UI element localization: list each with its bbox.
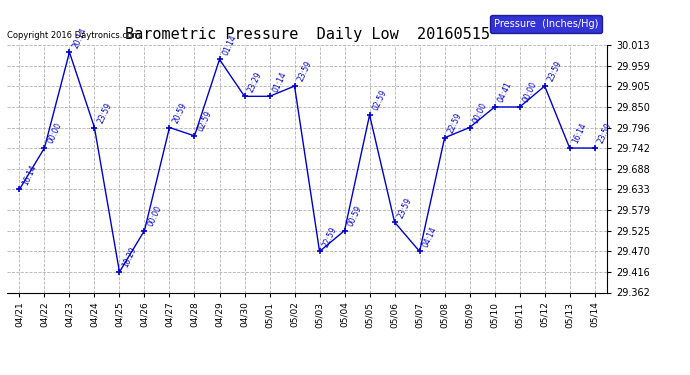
Text: 00:00: 00:00	[471, 101, 489, 125]
Text: 23:59: 23:59	[546, 60, 564, 83]
Pressure  (Inches/Hg)	[340, 228, 348, 233]
Text: 18:29: 18:29	[121, 246, 138, 269]
Pressure  (Inches/Hg)	[591, 146, 599, 150]
Pressure  (Inches/Hg)	[440, 135, 449, 140]
Text: 04:14: 04:14	[421, 225, 438, 249]
Pressure  (Inches/Hg)	[240, 94, 248, 99]
Text: 20:14: 20:14	[71, 26, 88, 50]
Text: 00:59: 00:59	[346, 204, 364, 228]
Text: 20:59: 20:59	[171, 101, 188, 125]
Pressure  (Inches/Hg)	[190, 134, 199, 138]
Text: 01:14: 01:14	[271, 70, 288, 93]
Text: 22:59: 22:59	[321, 225, 338, 249]
Text: 22:59: 22:59	[446, 111, 464, 135]
Text: 02:59: 02:59	[371, 88, 388, 112]
Text: 16:14: 16:14	[571, 122, 589, 145]
Text: 23:29: 23:29	[246, 70, 264, 93]
Pressure  (Inches/Hg)	[15, 187, 23, 192]
Pressure  (Inches/Hg)	[566, 146, 574, 150]
Pressure  (Inches/Hg)	[491, 105, 499, 109]
Pressure  (Inches/Hg)	[315, 249, 324, 254]
Title: Barometric Pressure  Daily Low  20160515: Barometric Pressure Daily Low 20160515	[125, 27, 489, 42]
Line: Pressure  (Inches/Hg): Pressure (Inches/Hg)	[16, 49, 598, 276]
Text: 00:00: 00:00	[46, 122, 63, 145]
Pressure  (Inches/Hg)	[290, 84, 299, 88]
Pressure  (Inches/Hg)	[115, 270, 124, 274]
Text: Copyright 2016 Daytronics.com: Copyright 2016 Daytronics.com	[7, 31, 140, 40]
Text: 23:59: 23:59	[396, 196, 413, 219]
Pressure  (Inches/Hg)	[415, 249, 424, 254]
Pressure  (Inches/Hg)	[215, 57, 224, 62]
Pressure  (Inches/Hg)	[40, 146, 48, 150]
Text: 02:59: 02:59	[196, 110, 213, 133]
Text: 23:59: 23:59	[96, 101, 113, 125]
Pressure  (Inches/Hg)	[391, 220, 399, 224]
Text: 23:59: 23:59	[596, 122, 613, 145]
Pressure  (Inches/Hg)	[66, 50, 74, 54]
Legend: Pressure  (Inches/Hg): Pressure (Inches/Hg)	[490, 15, 602, 33]
Pressure  (Inches/Hg)	[166, 125, 174, 130]
Pressure  (Inches/Hg)	[266, 94, 274, 99]
Pressure  (Inches/Hg)	[466, 125, 474, 130]
Pressure  (Inches/Hg)	[540, 84, 549, 88]
Text: 01:14: 01:14	[221, 33, 238, 57]
Pressure  (Inches/Hg)	[366, 113, 374, 117]
Text: 23:59: 23:59	[296, 60, 313, 83]
Pressure  (Inches/Hg)	[515, 105, 524, 109]
Text: 00:00: 00:00	[146, 204, 164, 228]
Pressure  (Inches/Hg)	[90, 125, 99, 130]
Text: 00:00: 00:00	[521, 81, 538, 104]
Pressure  (Inches/Hg)	[140, 228, 148, 233]
Text: 16:14: 16:14	[21, 163, 38, 187]
Text: 04:41: 04:41	[496, 81, 513, 104]
